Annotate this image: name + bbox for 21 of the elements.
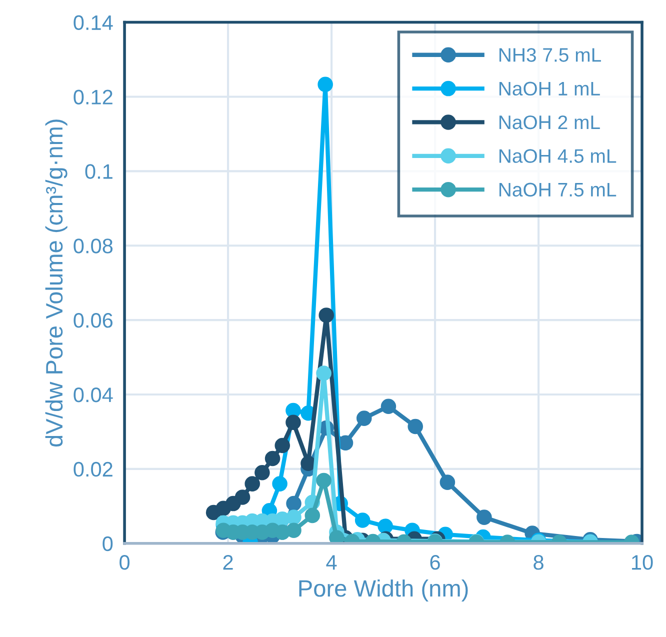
y-tick-label: 0.14 (74, 15, 113, 30)
y-tick-label: 0 (102, 536, 113, 552)
legend-label: NaOH 7.5 mL (499, 182, 616, 197)
legend-label: NaOH 1 mL (499, 82, 600, 96)
legend-label: NaOH 4.5 mL (499, 149, 616, 163)
y-tick-label: 0.04 (74, 387, 113, 402)
x-tick-label: 2 (223, 555, 233, 570)
x-tick-label: 8 (534, 555, 544, 570)
y-axis-title: dV/dw Pore Volume (cm³/g·nm) (45, 120, 68, 446)
x-tick-label: 6 (430, 555, 440, 570)
x-tick-label: 10 (632, 555, 653, 570)
x-tick-label: 4 (326, 555, 337, 570)
y-tick-label: 0.12 (74, 90, 112, 104)
legend-label: NH3 7.5 mL (499, 48, 601, 62)
y-tick-label: 0.08 (74, 238, 113, 254)
y-tick-label: 0.02 (74, 462, 112, 477)
x-axis-title: Pore Width (nm) (299, 579, 468, 602)
legend-label: NaOH 2 mL (499, 115, 600, 130)
y-tick-label: 0.06 (74, 313, 113, 328)
y-tick-label: 0.1 (85, 164, 112, 179)
x-tick-label: 0 (120, 555, 130, 570)
